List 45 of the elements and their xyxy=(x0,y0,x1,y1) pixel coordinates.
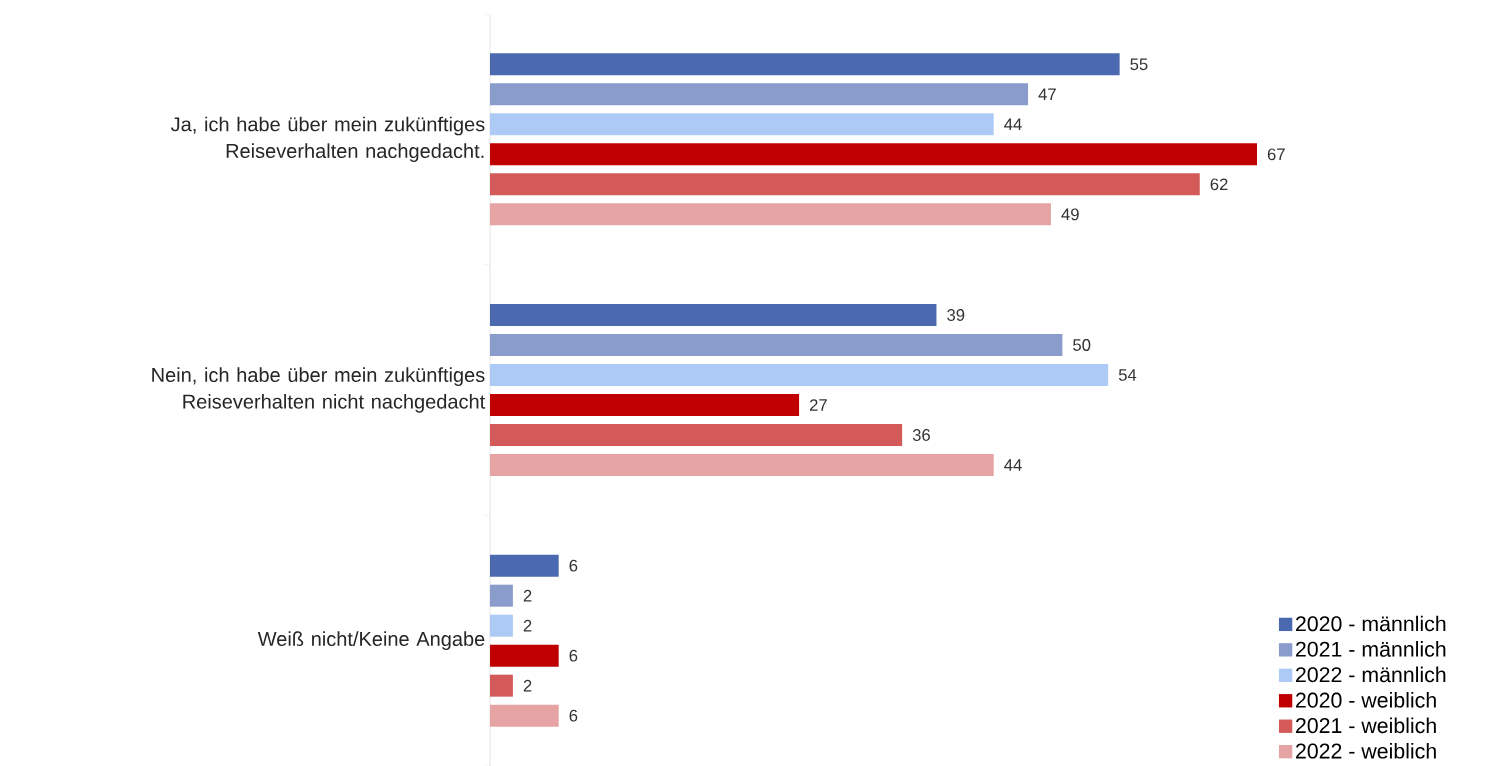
bar xyxy=(490,554,559,577)
data-label: 2 xyxy=(523,619,532,632)
data-label: 39 xyxy=(947,308,965,321)
bar xyxy=(490,704,559,727)
data-label: 6 xyxy=(569,649,578,662)
bar xyxy=(490,363,1109,386)
data-label: 44 xyxy=(1004,459,1022,471)
data-label: 2 xyxy=(523,589,532,602)
bar xyxy=(490,614,513,637)
data-label: 27 xyxy=(809,399,827,411)
bar xyxy=(490,333,1063,356)
bar xyxy=(490,143,1257,166)
data-label: 6 xyxy=(569,559,578,572)
bar xyxy=(490,674,513,697)
bar xyxy=(490,423,903,446)
legend-label: 2022 - weiblich xyxy=(1296,742,1436,759)
data-label: 49 xyxy=(1061,208,1079,221)
data-label: 54 xyxy=(1118,369,1137,381)
y-tick-label: Ja, ich habe über mein zukünftiges Reiseverhalten nachgedacht. xyxy=(170,116,485,162)
legend-label: 2020 - männlich xyxy=(1296,615,1446,632)
data-label: 67 xyxy=(1267,148,1285,161)
y-tick-label: Nein, ich habe über mein zukünftiges Reiseverhalten nicht nachgedacht xyxy=(152,367,486,413)
data-label: 50 xyxy=(1073,338,1091,351)
data-label: 6 xyxy=(569,709,578,722)
y-tick-label: Weiß nicht/Keine Angabe xyxy=(257,631,485,650)
bar xyxy=(490,113,994,136)
legend-label: 2020 - weiblich xyxy=(1296,691,1436,708)
bar xyxy=(490,203,1051,226)
bar xyxy=(490,53,1120,76)
bar xyxy=(490,303,937,326)
bar xyxy=(490,393,800,416)
data-label: 36 xyxy=(912,428,930,441)
legend-label: 2022 - männlich xyxy=(1296,666,1446,683)
legend-label: 2021 - weiblich xyxy=(1296,717,1436,734)
bar xyxy=(490,83,1029,106)
bar xyxy=(490,644,559,667)
data-label: 2 xyxy=(523,679,532,692)
bar xyxy=(490,453,994,476)
bar xyxy=(490,173,1200,196)
legend-label: 2021 - männlich xyxy=(1296,641,1446,657)
data-label: 62 xyxy=(1210,178,1228,191)
data-label: 44 xyxy=(1004,118,1022,130)
data-label: 47 xyxy=(1038,88,1056,100)
data-label: 55 xyxy=(1130,58,1148,71)
bar xyxy=(490,584,513,607)
